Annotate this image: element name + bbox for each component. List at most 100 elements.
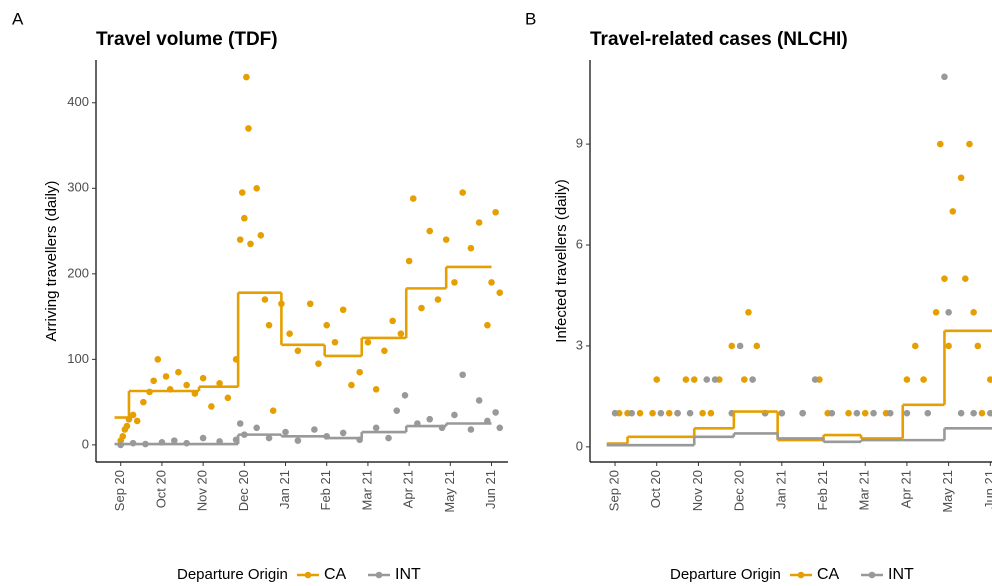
data-point xyxy=(711,376,719,383)
data-point xyxy=(459,371,466,379)
legend-dot xyxy=(797,571,805,579)
data-point xyxy=(653,376,661,383)
panel-label: A xyxy=(12,9,24,28)
data-point xyxy=(736,342,744,350)
data-point xyxy=(740,376,748,383)
legend-label: INT xyxy=(395,566,421,583)
data-point xyxy=(236,420,244,427)
data-point xyxy=(241,214,248,222)
x-tick-label: May 21 xyxy=(940,470,955,513)
x-tick-label: Jun 21 xyxy=(483,470,498,509)
data-point xyxy=(853,409,861,417)
data-point xyxy=(119,433,127,440)
data-point xyxy=(987,409,992,417)
data-point xyxy=(162,373,170,380)
data-point xyxy=(170,437,178,444)
x-tick-label: Nov 20 xyxy=(195,470,210,511)
data-point xyxy=(611,409,619,417)
data-point xyxy=(282,428,289,436)
data-point xyxy=(331,338,339,346)
data-point xyxy=(945,309,952,316)
panel-label: B xyxy=(525,9,536,28)
data-point xyxy=(496,289,504,296)
data-point xyxy=(364,338,372,346)
data-point xyxy=(674,409,681,417)
data-point xyxy=(405,257,413,265)
data-point xyxy=(496,424,504,432)
data-point xyxy=(426,415,434,423)
x-tick-label: Apr 21 xyxy=(401,470,416,508)
x-tick-label: Jun 21 xyxy=(982,470,992,509)
data-point xyxy=(665,409,673,417)
data-point xyxy=(150,377,157,385)
data-point xyxy=(936,140,944,148)
data-point xyxy=(315,360,322,367)
data-point xyxy=(265,434,273,442)
data-point xyxy=(957,174,965,182)
data-point xyxy=(970,409,977,417)
data-point xyxy=(434,296,442,303)
data-point xyxy=(348,381,355,389)
data-point xyxy=(799,409,806,417)
x-tick-label: Sep 20 xyxy=(112,470,127,511)
data-point xyxy=(245,125,252,132)
y-axis-title: Infected travellers (daily) xyxy=(553,179,570,342)
data-point xyxy=(911,342,919,350)
data-point xyxy=(397,330,405,338)
data-point xyxy=(686,409,694,417)
data-point xyxy=(957,409,965,417)
y-tick-label: 0 xyxy=(82,436,89,451)
data-point xyxy=(970,309,977,316)
data-point xyxy=(920,376,927,383)
data-point xyxy=(224,394,232,402)
y-tick-label: 9 xyxy=(576,136,583,151)
data-point xyxy=(199,374,207,382)
data-point xyxy=(238,189,246,196)
data-point xyxy=(811,376,819,383)
x-tick-label: Dec 20 xyxy=(732,470,747,511)
data-point xyxy=(393,407,401,414)
x-tick-label: Apr 21 xyxy=(898,470,913,508)
data-point xyxy=(699,409,706,417)
data-point xyxy=(945,342,952,350)
x-tick-label: Oct 20 xyxy=(153,470,168,508)
data-point xyxy=(257,232,265,239)
y-tick-label: 3 xyxy=(576,337,583,352)
y-tick-label: 6 xyxy=(576,236,583,251)
data-point xyxy=(845,409,852,417)
data-point xyxy=(707,409,715,417)
data-point xyxy=(903,376,911,383)
data-point xyxy=(129,411,137,419)
data-point xyxy=(243,73,250,81)
data-point xyxy=(389,317,396,325)
data-point xyxy=(253,184,260,192)
data-point xyxy=(265,321,273,329)
y-tick-label: 200 xyxy=(67,265,89,280)
data-point xyxy=(974,342,982,350)
panel: A Travel volume (TDF) Arriving travellers … xyxy=(12,9,508,513)
data-point xyxy=(492,409,499,416)
x-tick-label: Jan 21 xyxy=(277,470,292,509)
data-point xyxy=(941,275,948,282)
data-point xyxy=(236,236,244,243)
y-tick-label: 300 xyxy=(67,180,89,195)
data-point xyxy=(949,208,957,215)
data-point xyxy=(492,208,499,216)
data-point xyxy=(442,236,450,243)
data-point xyxy=(401,391,409,399)
data-point xyxy=(745,309,752,316)
x-tick-label: Sep 20 xyxy=(606,470,621,511)
data-point xyxy=(941,73,948,81)
chart-title: Travel-related cases (NLCHI) xyxy=(590,29,848,50)
data-point xyxy=(467,426,475,433)
x-tick-label: Jan 21 xyxy=(773,470,788,509)
data-point xyxy=(208,403,215,410)
y-tick-label: 100 xyxy=(67,351,89,366)
data-point xyxy=(886,409,894,417)
data-point xyxy=(861,409,869,417)
data-point xyxy=(987,376,992,383)
data-point xyxy=(311,426,318,433)
data-point xyxy=(133,417,141,425)
